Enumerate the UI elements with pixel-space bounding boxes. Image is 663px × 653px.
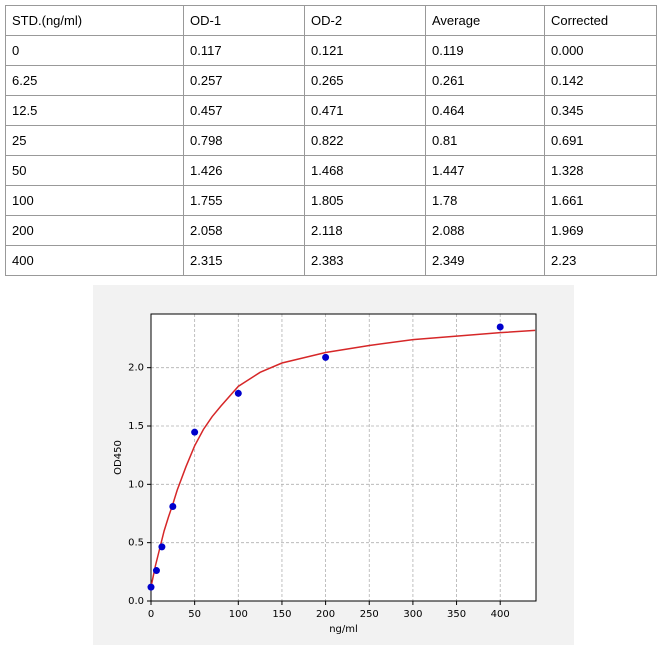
x-tick-label: 250	[360, 609, 379, 620]
x-tick-label: 200	[316, 609, 335, 620]
y-tick-label: 0.0	[128, 596, 144, 607]
table-cell: 0.117	[183, 35, 305, 66]
table-cell: 1.661	[544, 185, 657, 216]
x-tick-label: 400	[491, 609, 510, 620]
table-cell: 400	[5, 245, 184, 276]
table-cell: 2.088	[425, 215, 545, 246]
x-tick-label: 300	[403, 609, 422, 620]
x-tick-label: 350	[447, 609, 466, 620]
data-table: STD.(ng/ml) OD-1 OD-2 Average Corrected 0 0.11…	[5, 5, 657, 276]
data-point	[496, 323, 504, 331]
data-point	[169, 503, 177, 510]
y-tick-label: 0.5	[128, 538, 144, 549]
table-cell: 0.261	[425, 65, 545, 96]
table-cell: STD.(ng/ml)	[5, 5, 184, 36]
table-cell: 2.349	[425, 245, 545, 276]
y-tick-label: 1.0	[128, 479, 144, 490]
table-cell: 1.426	[183, 155, 305, 186]
x-tick-label: 150	[272, 609, 291, 620]
x-tick-label: 100	[229, 609, 248, 620]
fit-curve	[150, 329, 536, 588]
table-cell: 100	[5, 185, 184, 216]
table-cell: Average	[425, 5, 545, 36]
data-point	[234, 389, 242, 397]
data-point	[191, 428, 199, 436]
table-cell: OD-1	[183, 5, 305, 36]
plot-area	[151, 314, 536, 601]
table-cell: 0.798	[183, 125, 305, 156]
table-cell: 1.447	[425, 155, 545, 186]
table-cell: 0.81	[425, 125, 545, 156]
table-cell: 1.969	[544, 215, 657, 246]
table-row: 200 2.058 2.118 2.088 1.969	[5, 215, 657, 246]
data-point	[322, 353, 330, 361]
x-tick-label: 50	[188, 609, 201, 620]
data-point	[152, 567, 160, 575]
y-axis-label: OD450	[113, 440, 124, 475]
data-point	[147, 583, 155, 591]
table-cell: 2.23	[544, 245, 657, 276]
table-cell: 1.328	[544, 155, 657, 186]
data-point	[158, 543, 166, 551]
table-row: 12.5 0.457 0.471 0.464 0.345	[5, 95, 657, 126]
axes-frame	[150, 313, 537, 602]
table-cell: 0.464	[425, 95, 545, 126]
y-tick-label: 1.5	[128, 421, 144, 432]
table-cell: Corrected	[544, 5, 657, 36]
y-tick-label: 2.0	[128, 363, 144, 374]
x-tick-label: 0	[148, 609, 154, 620]
table-row: 0 0.117 0.121 0.119 0.000	[5, 35, 657, 66]
table-row: STD.(ng/ml) OD-1 OD-2 Average Corrected	[5, 5, 657, 36]
table-row: 400 2.315 2.383 2.349 2.23	[5, 245, 657, 276]
table-cell: 0.471	[304, 95, 426, 126]
table-cell: 0.265	[304, 65, 426, 96]
table-cell: 0.121	[304, 35, 426, 66]
x-axis-label: ng/ml	[329, 624, 358, 635]
table-cell: 2.315	[183, 245, 305, 276]
table-cell: 200	[5, 215, 184, 246]
table-cell: 12.5	[5, 95, 184, 126]
